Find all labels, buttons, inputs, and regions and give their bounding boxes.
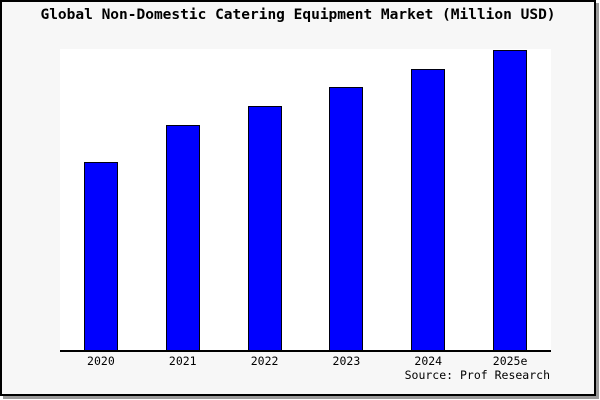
bar-2021 — [165, 125, 200, 350]
bar-2025e — [493, 50, 528, 350]
bar-2020 — [83, 161, 118, 350]
x-tick-label-2025e: 2025e — [492, 354, 528, 368]
bar-2024 — [411, 68, 446, 350]
source-credit: Source: Prof Research — [404, 368, 550, 382]
x-tick-label-2022: 2022 — [250, 354, 279, 368]
x-tick-label-2024: 2024 — [414, 354, 443, 368]
chart-title: Global Non-Domestic Catering Equipment M… — [40, 7, 556, 23]
x-tick-label-2021: 2021 — [168, 354, 197, 368]
bar-2023 — [329, 86, 364, 350]
plot-area — [60, 49, 551, 352]
bar-2022 — [247, 106, 282, 350]
x-tick-label-2020: 2020 — [87, 354, 115, 368]
x-axis-line — [60, 350, 551, 352]
x-tick-label-2023: 2023 — [332, 354, 361, 368]
